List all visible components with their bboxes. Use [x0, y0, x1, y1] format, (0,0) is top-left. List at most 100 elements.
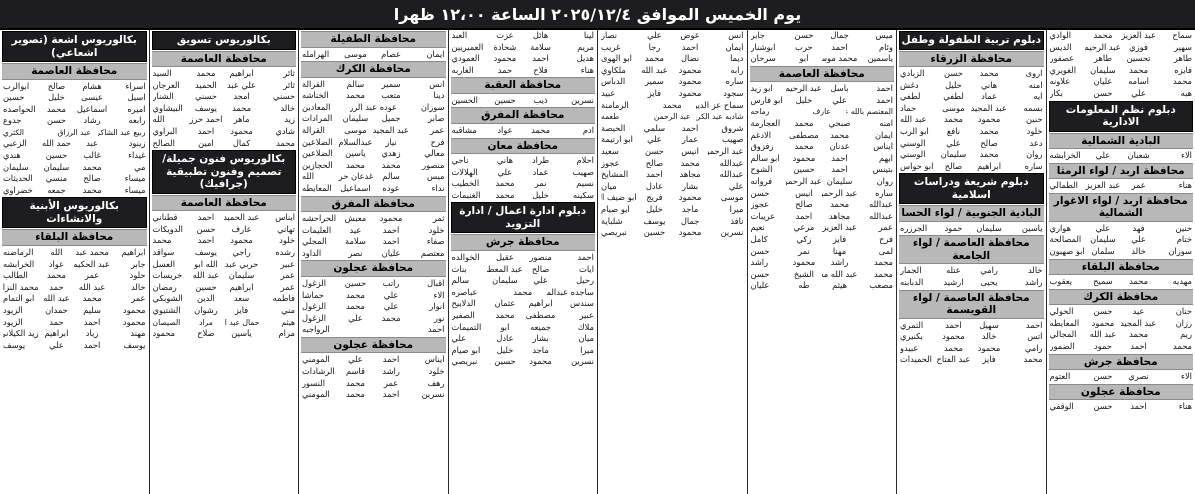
name-cell: زهدي: [373, 148, 409, 160]
name-cell: سليمان: [3, 162, 39, 174]
name-cell: عثمان: [487, 298, 523, 310]
name-cell: ساره: [1007, 161, 1043, 173]
name-cell: عبد الله: [188, 270, 224, 282]
name-cell: السيد: [153, 68, 189, 80]
governorate-header: محافظة العاصمة / لواء الجامعة: [899, 235, 1044, 264]
governorate-header: محافظة عجلون: [1049, 384, 1194, 401]
name-cell: خليل: [936, 80, 972, 92]
name-cell: حماد: [900, 103, 936, 115]
name-cell: فايز: [637, 88, 673, 100]
name-cell: روان: [1007, 149, 1043, 161]
name-cell: نصر: [338, 248, 374, 260]
name-cell: زينود: [110, 138, 146, 150]
name-cell: الحديثات: [3, 173, 39, 185]
category-header: دبلوم شريعة ودراسات اسلامية: [899, 173, 1044, 204]
name-cell: اقبال: [409, 278, 445, 290]
name-cell: محمود: [523, 356, 559, 368]
name-cell: عبد العزيز: [1085, 180, 1121, 192]
name-cell: الله ابو: [188, 259, 224, 271]
name-cell: سليمان: [39, 162, 75, 174]
name-cell: الخطيب: [452, 178, 488, 190]
name-cell: ناجي: [452, 155, 488, 167]
name-cell: جدوع: [3, 115, 39, 127]
name-cell: فرح: [857, 234, 893, 246]
name-cell: حنان: [1156, 306, 1192, 318]
name-cell: محمد: [499, 287, 547, 299]
name-cell: سندس: [558, 298, 594, 310]
governorate-header: محافظة العاصمة / لواء القويسمة: [899, 290, 1044, 319]
name-cell: معتصم: [409, 248, 445, 260]
name-cell: الحميد: [188, 80, 224, 92]
name-cell: عمر: [1121, 180, 1157, 192]
name-cell: احمد: [822, 164, 858, 176]
name-cell: ايناس: [409, 354, 445, 366]
name-cell: اروى: [1007, 68, 1043, 80]
name-cell: حسن: [1085, 306, 1121, 318]
name-cell: الغاربه: [452, 65, 488, 77]
name-cell: ماهر: [224, 114, 260, 126]
name-cell: نبريصي: [452, 356, 488, 368]
name-cell: المعايطه: [1050, 318, 1086, 330]
name-cell: محمد: [822, 199, 858, 211]
name-cell: الحيصة: [601, 123, 637, 135]
name-cell: حسين: [637, 227, 673, 239]
name-cell: علي عبد: [224, 80, 260, 92]
name-cell: نسرين: [558, 95, 594, 107]
name-cell: هناء: [1156, 401, 1192, 413]
name-cell: محمد: [786, 141, 822, 153]
name-cell: حسين: [338, 278, 374, 290]
name-cell: نعيم: [751, 222, 787, 234]
name-cell: الغنيمات: [452, 190, 488, 202]
name-cell: منسي: [39, 173, 75, 185]
name-cell: محمود: [487, 53, 523, 65]
name-cell: عوده عبد الرزاق: [350, 102, 398, 114]
governorate-header: محافظة عجلون: [301, 260, 446, 277]
name-cell: الله: [39, 247, 75, 259]
name-cell: حسن: [751, 246, 787, 258]
name-cell: حمد: [39, 282, 75, 294]
name-cell: عبد: [74, 138, 110, 150]
name-cell: محمد: [338, 290, 374, 302]
name-cell: عبدالله: [708, 158, 744, 170]
name-cell: احمد: [857, 95, 893, 107]
name-cell: غالب: [74, 150, 110, 162]
name-cell: حسن: [751, 269, 787, 281]
name-cell: ابو: [487, 322, 523, 334]
name-cell: محمد: [936, 114, 972, 126]
name-cell: الله: [153, 114, 189, 126]
name-cell: مرام: [259, 328, 295, 340]
name-cell: سليمان: [1085, 234, 1121, 246]
name-cell: المصالحة: [1050, 234, 1086, 246]
governorate-header: محافظة البلقاء: [1049, 259, 1194, 276]
name-cell: العبد: [452, 30, 488, 42]
name-cell: عبد المجيد: [1121, 318, 1157, 330]
name-cell: عليان: [751, 280, 787, 292]
name-cell: صبحي: [822, 118, 858, 130]
